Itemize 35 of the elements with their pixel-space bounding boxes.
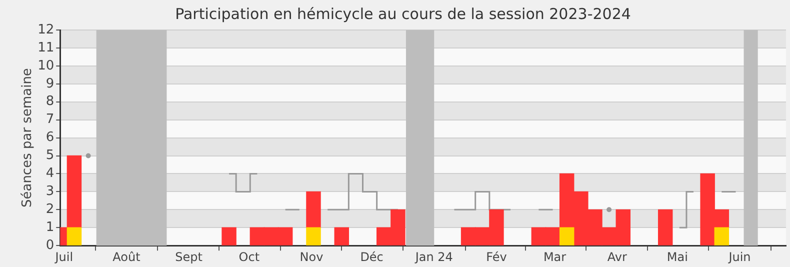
x-tick-label: Juin — [728, 250, 751, 264]
x-tick-label: Août — [112, 250, 141, 264]
x-tick-label: Juil — [54, 250, 74, 264]
bar — [306, 191, 321, 228]
x-tick-label: Avr — [607, 250, 627, 264]
x-tick-label: Fév — [486, 250, 507, 264]
y-tick-label: 7 — [46, 112, 54, 128]
bar — [658, 209, 673, 246]
x-tick-label: Déc — [360, 250, 384, 264]
bar — [714, 227, 730, 246]
x-tick-label: Nov — [300, 250, 324, 264]
y-tick-label: 1 — [46, 220, 54, 236]
x-tick-label: Jan 24 — [414, 250, 453, 264]
bar — [222, 227, 236, 246]
y-tick-label: 4 — [46, 166, 54, 182]
y-tick-label: 6 — [46, 130, 54, 146]
y-tick-label: 5 — [46, 148, 54, 164]
y-tick-label: 0 — [46, 238, 54, 253]
y-tick-label: 8 — [46, 94, 54, 110]
chart-title: Participation en hémicycle au cours de la session 2023-2024 — [175, 4, 631, 23]
bar — [559, 227, 574, 246]
bar — [66, 155, 82, 228]
bar — [306, 227, 321, 246]
y-axis-title: Séances par semaine — [20, 68, 36, 208]
y-tick-label: 12 — [38, 22, 54, 38]
x-tick-label: Oct — [238, 250, 260, 264]
y-tick-label: 10 — [38, 58, 54, 74]
y-tick-label: 11 — [38, 40, 54, 56]
y-tick-label: 9 — [46, 76, 54, 92]
y-tick-label: 3 — [46, 184, 54, 200]
y-tick-label: 2 — [46, 202, 54, 218]
x-tick-label: Mar — [543, 250, 566, 264]
x-tick-label: Sept — [175, 250, 203, 264]
x-tick-label: Mai — [666, 250, 688, 264]
bar — [334, 227, 350, 246]
